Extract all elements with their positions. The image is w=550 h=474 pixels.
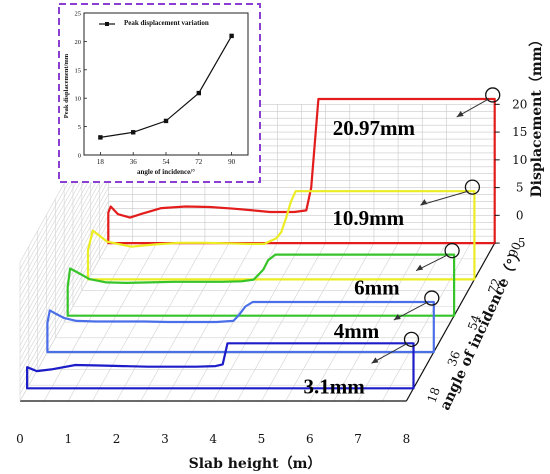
x-tick-label: 1 — [64, 432, 72, 446]
x-tick-label: 3 — [161, 432, 169, 446]
inset-x-tick-label: 36 — [130, 158, 138, 166]
series-line-72 — [86, 190, 476, 281]
peak-callout-arrow-18 — [371, 357, 379, 364]
inset-chart: 18 36 54 72 90 0 5 10 15 20 25 Peak displacement v… — [58, 3, 261, 183]
left-grid-hline — [19, 194, 109, 353]
inset-y-title: Peak displacement/mm — [63, 53, 70, 118]
left-grid-hline — [19, 180, 109, 339]
inset-ticks: 18 36 54 72 90 0 5 10 15 20 25 — [75, 11, 236, 167]
z-tick-label: 90 — [506, 240, 524, 259]
x-tick-label: 0 — [16, 432, 24, 446]
x-axis-title: Slab height（m） — [189, 456, 322, 472]
left-grid-hline — [19, 215, 109, 374]
peak-label-90: 20.97mm — [333, 116, 416, 140]
y-axis-ticks: -5 0 5 10 15 20 — [494, 97, 527, 250]
z-tick-label: 36 — [445, 349, 463, 368]
inset-y-tick-label: 5 — [78, 124, 81, 131]
z-tick-label: 54 — [465, 312, 484, 331]
z-tick-label: 18 — [425, 385, 443, 404]
inset-point — [229, 33, 234, 39]
left-grid-hline — [19, 242, 109, 402]
peak-callout-line-18 — [371, 342, 408, 364]
y-tick-label: 20 — [512, 97, 527, 111]
peak-label-54: 6mm — [354, 276, 400, 300]
inset-legend-label: Peak displacement variation — [124, 19, 209, 27]
inset-x-tick-label: 90 — [228, 158, 236, 166]
inset-y-tick-label: 20 — [75, 39, 82, 46]
peak-callout-arrow-54 — [416, 264, 424, 271]
left-grid-hline — [19, 187, 109, 346]
inset-series — [98, 33, 234, 140]
inset-point — [163, 118, 169, 124]
inset-point — [98, 135, 103, 140]
inset-x-tick-label: 54 — [163, 158, 171, 166]
x-tick-label: 2 — [113, 432, 121, 446]
z-tick-label: 72 — [485, 276, 503, 295]
peak-callout-arrow-36 — [393, 314, 401, 321]
peak-marker-circle-54 — [444, 242, 460, 259]
inset-y-tick-label: 0 — [78, 153, 81, 160]
x-tick-label: 7 — [354, 432, 362, 446]
series-line-18 — [26, 342, 415, 390]
inset-point — [196, 90, 201, 96]
peak-marker-circle-36 — [424, 290, 440, 306]
left-grid-hline — [19, 201, 109, 360]
y-tick-label: 5 — [516, 181, 524, 195]
left-grid-hline — [19, 173, 109, 332]
x-tick-label: 6 — [306, 432, 314, 446]
left-grid-hline — [19, 229, 109, 388]
inset-y-tick-label: 10 — [75, 96, 82, 103]
x-tick-label: 4 — [209, 432, 217, 446]
peak-marker-circle-18 — [403, 331, 420, 347]
inset-y-tick-label: 25 — [75, 11, 82, 18]
z-axis-line — [405, 242, 496, 402]
series-line-54 — [66, 253, 456, 317]
inset-x-tick-label: 18 — [97, 158, 105, 166]
x-tick-label: 8 — [403, 432, 411, 446]
peak-label-18: 3.1mm — [304, 374, 366, 398]
left-grid-hline — [19, 222, 109, 381]
inset-frame — [58, 3, 261, 183]
x-tick-label: 5 — [258, 432, 266, 446]
peak-label-72: 10.9mm — [332, 206, 404, 230]
inset-x-title: angle of incidence/° — [137, 168, 195, 176]
y-axis-title: Displacement（mm） — [529, 33, 545, 198]
y-tick-label: 15 — [512, 125, 527, 139]
left-grid-hline — [19, 236, 109, 395]
z-axis-title: angle of incidence（°） — [437, 244, 527, 413]
peak-callout-arrow-72 — [420, 199, 428, 206]
peak-label-36: 4mm — [334, 319, 380, 343]
left-grid-hline — [19, 159, 109, 318]
inset-x-tick-label: 72 — [195, 158, 203, 166]
inset-point — [131, 130, 136, 135]
x-axis-ticks: 0 1 2 3 4 5 6 7 8 — [16, 432, 410, 446]
y-tick-label: -5 — [514, 236, 526, 250]
left-grid-hline — [19, 208, 109, 367]
peak-marker-circle-90 — [485, 87, 501, 103]
peak-callouts: 20.97mm 10.9mm 6mm 4mm 3.1mm — [304, 87, 501, 398]
series-line-36 — [46, 300, 435, 354]
inset-legend-marker — [105, 22, 109, 26]
left-grid-hline — [19, 166, 109, 325]
y-tick-label: 0 — [516, 208, 524, 222]
peak-callout-line-72 — [420, 190, 469, 206]
peak-marker-circle-72 — [464, 179, 481, 195]
series-line-90 — [107, 97, 496, 245]
inset-y-tick-label: 15 — [75, 67, 82, 74]
y-tick-label: 10 — [512, 153, 527, 167]
peak-callout-arrow-90 — [456, 110, 464, 117]
series-layer — [26, 97, 496, 390]
